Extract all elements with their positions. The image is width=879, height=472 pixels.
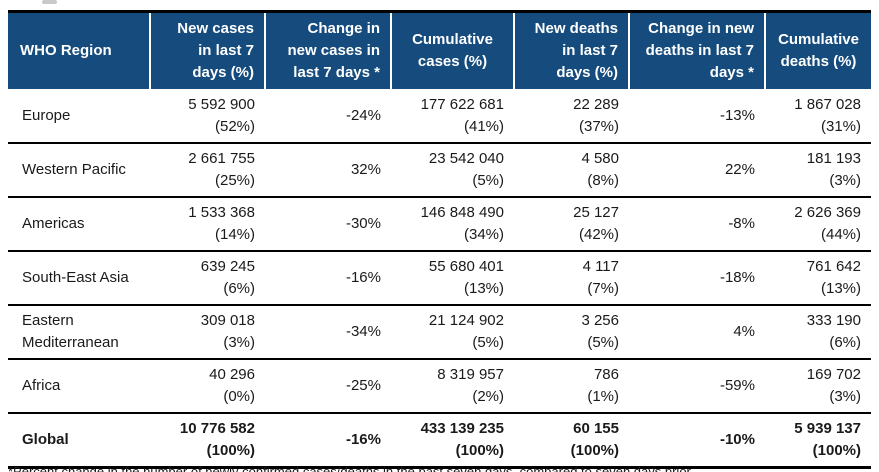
table-row-americas: Americas 1 533 368 (14%) -30% 146 848 490… (8, 196, 871, 251)
new-cases-cell: 10 776 582 (100%) (150, 412, 265, 468)
cumulative-deaths-cell: 2 626 369 (44%) (765, 196, 871, 251)
table-row-south-east-asia: South-East Asia 639 245 (6%) -16% 55 680 … (8, 250, 871, 305)
change-cases-cell: -34% (265, 304, 391, 359)
new-cases-cell: 2 661 755 (25%) (150, 142, 265, 197)
cumulative-deaths-cell: 181 193 (3%) (765, 142, 871, 197)
change-cases-cell: -16% (265, 412, 391, 468)
cumulative-deaths-cell: 1 867 028 (31%) (794, 95, 861, 135)
region-name: Global (8, 412, 150, 468)
change-cases-cell: -24% (345, 106, 381, 124)
cumulative-deaths-cell: 5 939 137 (100%) (765, 412, 871, 468)
table-body: Europe 5 592 900 (52%) -24% 177 622 681 (4… (8, 89, 871, 468)
cumulative-cases-cell: 55 680 401 (13%) (391, 250, 514, 305)
cumulative-cases-cell: 433 139 235 (100%) (391, 412, 514, 468)
region-name: Eastern Mediterranean (8, 304, 150, 359)
region-name: Americas (8, 196, 150, 251)
who-region-table: WHO Region New cases in last 7 days (%) … (8, 10, 871, 469)
table-row-europe: Europe 5 592 900 (52%) -24% 177 622 681 (4… (8, 89, 871, 143)
table-row-global: Global 10 776 582 (100%) -16% 433 139 235… (8, 412, 871, 468)
table-row-eastern-mediterranean: Eastern Mediterranean 309 018 (3%) -34% 2… (8, 304, 871, 359)
cumulative-cases-cell: 177 622 681 (41%) (420, 95, 504, 135)
cumulative-deaths-cell: 169 702 (3%) (765, 358, 871, 413)
table-row-western-pacific: Western Pacific 2 661 755 (25%) 32% 23 54… (8, 142, 871, 197)
change-deaths-cell: 22% (629, 142, 765, 197)
col-header-who-region: WHO Region (8, 11, 150, 89)
change-cases-cell: -16% (265, 250, 391, 305)
change-cases-cell: -30% (265, 196, 391, 251)
change-cases-cell: -25% (265, 358, 391, 413)
change-deaths-cell: -10% (629, 412, 765, 468)
cumulative-cases-cell: 23 542 040 (5%) (391, 142, 514, 197)
table-row-africa: Africa 40 296 (0%) -25% 8 319 957 (2%) 786… (8, 358, 871, 413)
new-deaths-cell: 4 580 (8%) (514, 142, 629, 197)
new-cases-cell: 40 296 (0%) (150, 358, 265, 413)
region-name: Western Pacific (8, 142, 150, 197)
new-cases-cell: 639 245 (6%) (150, 250, 265, 305)
change-cases-cell: 32% (265, 142, 391, 197)
table-header: WHO Region New cases in last 7 days (%) … (8, 11, 871, 89)
col-header-new-deaths: New deaths in last 7 days (%) (513, 11, 629, 89)
new-deaths-cell: 22 289 (37%) (573, 95, 619, 135)
clipped-text-artifact (42, 0, 57, 4)
cumulative-cases-cell: 146 848 490 (34%) (391, 196, 514, 251)
change-deaths-cell: -59% (629, 358, 765, 413)
new-deaths-cell: 60 155 (100%) (514, 412, 629, 468)
change-deaths-cell: -8% (629, 196, 765, 251)
footnote: *Percent change in the number of newly c… (8, 464, 691, 472)
new-cases-cell: 1 533 368 (14%) (150, 196, 265, 251)
region-name: South-East Asia (8, 250, 150, 305)
col-header-change-new-deaths: Change in new deaths in last 7 days * (628, 11, 765, 89)
col-header-cumulative-cases: Cumulative cases (%) (390, 11, 514, 89)
change-deaths-cell: 4% (629, 304, 765, 359)
region-name: Europe (22, 106, 71, 124)
change-deaths-cell: -18% (629, 250, 765, 305)
cumulative-deaths-cell: 333 190 (6%) (765, 304, 871, 359)
col-header-cumulative-deaths: Cumulative deaths (%) (764, 11, 871, 89)
new-deaths-cell: 3 256 (5%) (514, 304, 629, 359)
new-deaths-cell: 25 127 (42%) (514, 196, 629, 251)
cumulative-cases-cell: 8 319 957 (2%) (391, 358, 514, 413)
region-name: Africa (8, 358, 150, 413)
cumulative-deaths-cell: 761 642 (13%) (765, 250, 871, 305)
new-cases-cell: 5 592 900 (52%) (188, 95, 255, 135)
new-deaths-cell: 786 (1%) (514, 358, 629, 413)
col-header-new-cases: New cases in last 7 days (%) (149, 11, 265, 89)
new-cases-cell: 309 018 (3%) (150, 304, 265, 359)
cumulative-cases-cell: 21 124 902 (5%) (391, 304, 514, 359)
new-deaths-cell: 4 117 (7%) (514, 250, 629, 305)
col-header-change-new-cases: Change in new cases in last 7 days * (264, 11, 391, 89)
change-deaths-cell: -13% (719, 106, 755, 124)
